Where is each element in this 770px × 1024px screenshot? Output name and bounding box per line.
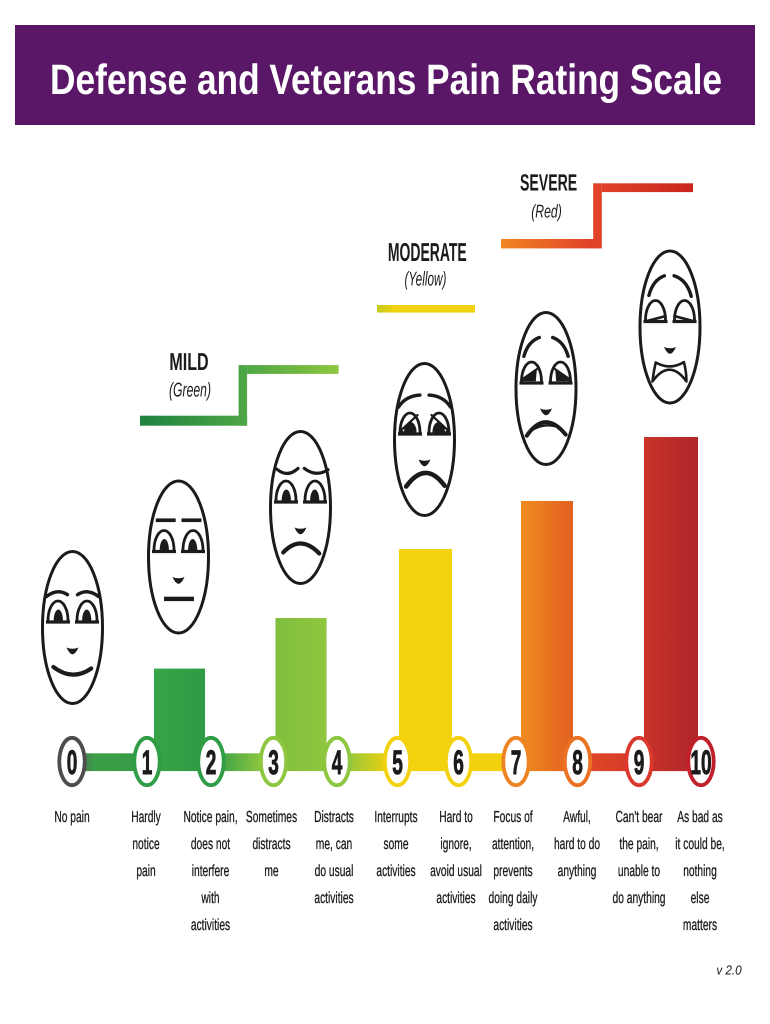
svg-text:(Yellow): (Yellow) (405, 269, 447, 291)
svg-text:Defense and Veterans Pain Rati: Defense and Veterans Pain Rating Scale (50, 57, 722, 104)
svg-text:MILD: MILD (169, 349, 208, 376)
svg-text:5: 5 (392, 744, 403, 782)
svg-text:(Green): (Green) (169, 380, 211, 402)
svg-text:v 2.0: v 2.0 (716, 963, 742, 978)
svg-text:9: 9 (634, 744, 645, 782)
svg-text:MODERATE: MODERATE (388, 237, 467, 267)
svg-text:7: 7 (511, 744, 522, 782)
svg-text:10: 10 (690, 744, 711, 782)
svg-text:3: 3 (268, 744, 279, 782)
svg-text:4: 4 (332, 744, 343, 782)
svg-text:2: 2 (206, 744, 217, 782)
svg-text:(Red): (Red) (531, 201, 562, 222)
svg-text:6: 6 (453, 744, 464, 782)
svg-text:No pain: No pain (54, 809, 89, 826)
svg-text:SEVERE: SEVERE (520, 169, 577, 195)
svg-text:0: 0 (67, 744, 78, 782)
svg-text:8: 8 (572, 744, 583, 782)
svg-text:1: 1 (142, 744, 153, 782)
